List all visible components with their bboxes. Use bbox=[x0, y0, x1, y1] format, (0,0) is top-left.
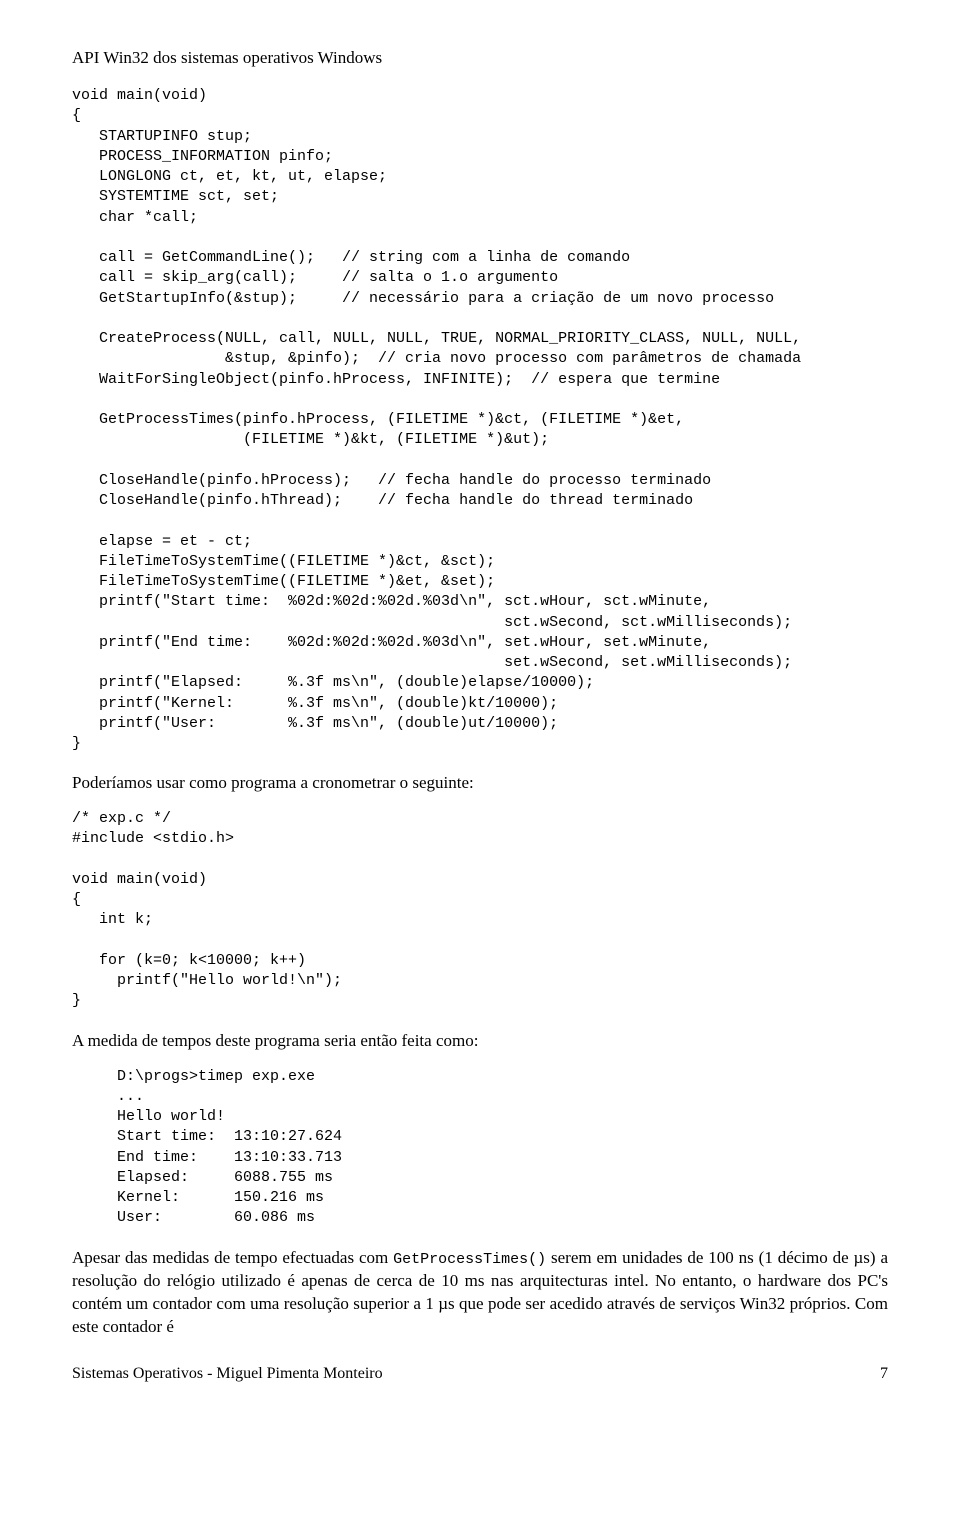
paragraph-intro-program: Poderíamos usar como programa a cronomet… bbox=[72, 772, 888, 795]
paragraph-measure: A medida de tempos deste programa seria … bbox=[72, 1030, 888, 1053]
paragraph-conclusion: Apesar das medidas de tempo efectuadas c… bbox=[72, 1247, 888, 1339]
page-header: API Win32 dos sistemas operativos Window… bbox=[72, 48, 888, 68]
code-block-exp: /* exp.c */ #include <stdio.h> void main… bbox=[72, 809, 888, 1012]
code-block-main: void main(void) { STARTUPINFO stup; PROC… bbox=[72, 86, 888, 754]
code-block-output: D:\progs>timep exp.exe ... Hello world! … bbox=[72, 1067, 888, 1229]
inline-code-getprocesstimes: GetProcessTimes() bbox=[393, 1251, 546, 1268]
footer-page-number: 7 bbox=[880, 1365, 888, 1383]
page: API Win32 dos sistemas operativos Window… bbox=[0, 0, 960, 1423]
para3-pre: Apesar das medidas de tempo efectuadas c… bbox=[72, 1248, 393, 1267]
page-footer: Sistemas Operativos - Miguel Pimenta Mon… bbox=[72, 1365, 888, 1383]
footer-left: Sistemas Operativos - Miguel Pimenta Mon… bbox=[72, 1365, 383, 1383]
